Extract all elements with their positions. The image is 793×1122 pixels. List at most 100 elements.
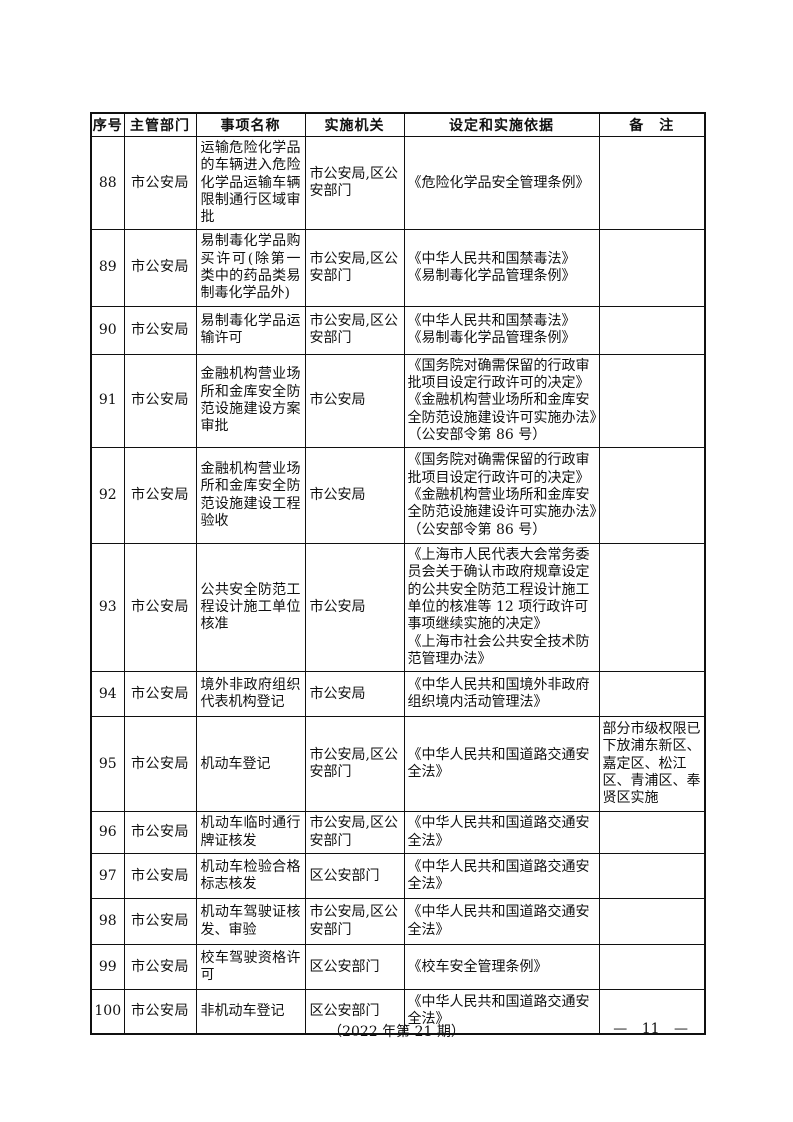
table-row: 92 市公安局 金融机构营业场所和金库安全防范设施建设工程验收 市公安局 《国务院对确需… [90, 447, 706, 545]
basis-citation: 《中华人民共和国禁毒法》 [407, 312, 576, 329]
cell-agency: 市公安局,区公安部门 [304, 716, 405, 813]
basis-citation: 《中华人民共和国道路交通安全法》 [407, 815, 590, 849]
cell-item-name: 境外非政府组织代表机构登记 [195, 671, 306, 718]
cell-item-name: 金融机构营业场所和金库安全防范设施建设工程验收 [195, 447, 306, 545]
basis-citation: 《易制毒化学品管理条例》 [407, 330, 576, 347]
cell-item-name: 机动车驾驶证核发、审验 [195, 898, 306, 946]
col-header-seq-no: 序号 [90, 112, 125, 137]
col-header-basis: 设定和实施依据 [403, 112, 600, 137]
cell-remark [598, 305, 706, 355]
cell-item-name: 易制毒化学品购买许可(除第一类中的药品类易制毒化学品外) [195, 229, 306, 307]
cell-seq-no: 88 [90, 135, 125, 231]
cell-dept: 市公安局 [123, 989, 197, 1035]
basis-citation: 《中华人民共和国禁毒法》 [407, 250, 576, 267]
cell-seq-no: 96 [90, 811, 125, 855]
cell-remark [598, 671, 706, 718]
table-row: 96 市公安局 机动车临时通行牌证核发 市公安局,区公安部门 《中华人民共和国道路交通安… [90, 811, 706, 855]
cell-remark: 部分市级权限已下放浦东新区、嘉定区、松江区、青浦区、奉贤区实施 [598, 716, 706, 813]
basis-citation: 《金融机构营业场所和金库安全防范设施建设许可实施办法》 [407, 487, 599, 521]
footer-issue-label: （2022 年第 21 期） [328, 1024, 465, 1040]
table-row: 95 市公安局 机动车登记 市公安局,区公安部门 《中华人民共和国道路交通安全法》 部分市… [90, 716, 706, 813]
cell-agency: 市公安局 [304, 447, 405, 545]
cell-basis: 《中华人民共和国禁毒法》 《易制毒化学品管理条例》 [403, 229, 600, 307]
cell-basis: 《中华人民共和国道路交通安全法》 [403, 811, 600, 855]
cell-agency: 市公安局,区公安部门 [304, 229, 405, 307]
cell-seq-no: 89 [90, 229, 125, 307]
basis-citation: 《中华人民共和国道路交通安全法》 [407, 746, 590, 781]
table-row: 93 市公安局 公共安全防范工程设计施工单位核准 市公安局 《上海市人民代表大会常务委员… [90, 543, 706, 673]
basis-citation: 《中华人民共和国道路交通安全法》 [407, 904, 590, 938]
cell-item-name: 机动车登记 [195, 716, 306, 813]
cell-item-name: 机动车检验合格标志核发 [195, 853, 306, 900]
cell-basis: 《中华人民共和国道路交通安全法》 [403, 989, 600, 1035]
basis-citation: 《上海市人民代表大会常务委员会关于确认市政府规章设定的公共安全防范工程设计施工单… [407, 547, 590, 633]
table-row: 90 市公安局 易制毒化学品运输许可 市公安局,区公安部门 《中华人民共和国禁毒法》 《易… [90, 305, 706, 355]
cell-dept: 市公安局 [123, 543, 197, 673]
cell-agency: 区公安部门 [304, 989, 405, 1035]
cell-remark [598, 543, 706, 673]
cell-remark [598, 353, 706, 449]
cell-agency: 区公安部门 [304, 944, 405, 991]
cell-remark [598, 944, 706, 991]
cell-basis: 《国务院对确需保留的行政审批项目设定行政许可的决定》 《金融机构营业场所和金库安全… [403, 353, 600, 449]
basis-citation: 《国务院对确需保留的行政审批项目设定行政许可的决定》 [407, 452, 590, 486]
basis-citation: 《金融机构营业场所和金库安全防范设施建设许可实施办法》 [407, 392, 599, 426]
cell-item-name: 公共安全防范工程设计施工单位核准 [195, 543, 306, 673]
cell-dept: 市公安局 [123, 447, 197, 545]
cell-dept: 市公安局 [123, 135, 197, 231]
cell-dept: 市公安局 [123, 853, 197, 900]
basis-citation: 《国务院对确需保留的行政审批项目设定行政许可的决定》 [407, 357, 590, 391]
basis-citation: 《中华人民共和国境外非政府组织境内活动管理法》 [407, 676, 590, 711]
cell-item-name: 机动车临时通行牌证核发 [195, 811, 306, 855]
cell-basis: 《危险化学品安全管理条例》 [403, 135, 600, 231]
cell-remark [598, 229, 706, 307]
cell-item-name: 运输危险化学品的车辆进入危险化学品运输车辆限制通行区域审批 [195, 135, 306, 231]
cell-remark [598, 898, 706, 946]
cell-seq-no: 90 [90, 305, 125, 355]
col-header-item: 事项名称 [195, 112, 306, 137]
cell-agency: 市公安局 [304, 543, 405, 673]
cell-agency: 市公安局,区公安部门 [304, 305, 405, 355]
col-header-remark: 备 注 [598, 112, 706, 137]
cell-seq-no: 91 [90, 353, 125, 449]
table-row: 98 市公安局 机动车驾驶证核发、审验 市公安局,区公安部门 《中华人民共和国道路交通安… [90, 898, 706, 946]
cell-seq-no: 94 [90, 671, 125, 718]
cell-remark [598, 989, 706, 1035]
cell-dept: 市公安局 [123, 944, 197, 991]
table-row: 100 市公安局 非机动车登记 区公安部门 《中华人民共和国道路交通安全法》 [90, 989, 706, 1035]
cell-seq-no: 98 [90, 898, 125, 946]
cell-dept: 市公安局 [123, 305, 197, 355]
header-row: 序号 主管部门 事项名称 实施机关 设定和实施依据 备 注 [90, 112, 706, 137]
cell-basis: 《中华人民共和国道路交通安全法》 [403, 898, 600, 946]
cell-seq-no: 100 [90, 989, 125, 1035]
cell-dept: 市公安局 [123, 716, 197, 813]
cell-agency: 市公安局 [304, 671, 405, 718]
table-row: 88 市公安局 运输危险化学品的车辆进入危险化学品运输车辆限制通行区域审批 市公安局,… [90, 135, 706, 231]
basis-citation: 《危险化学品安全管理条例》 [407, 174, 590, 191]
basis-citation: （公安部令第 86 号） [407, 521, 547, 538]
table-row: 97 市公安局 机动车检验合格标志核发 区公安部门 《中华人民共和国道路交通安全法》 [90, 853, 706, 900]
table-row: 91 市公安局 金融机构营业场所和金库安全防范设施建设方案审批 市公安局 《国务院对确需… [90, 353, 706, 449]
table-body: 88 市公安局 运输危险化学品的车辆进入危险化学品运输车辆限制通行区域审批 市公安局,… [90, 135, 706, 1035]
cell-basis: 《校车安全管理条例》 [403, 944, 600, 991]
cell-dept: 市公安局 [123, 671, 197, 718]
footer-page-number: — 11 — [613, 1021, 688, 1037]
cell-seq-no: 99 [90, 944, 125, 991]
table-row: 99 市公安局 校车驾驶资格许可 区公安部门 《校车安全管理条例》 [90, 944, 706, 991]
col-header-agency: 实施机关 [304, 112, 405, 137]
cell-basis: 《国务院对确需保留的行政审批项目设定行政许可的决定》 《金融机构营业场所和金库安全… [403, 447, 600, 545]
cell-dept: 市公安局 [123, 353, 197, 449]
cell-dept: 市公安局 [123, 898, 197, 946]
table-row: 89 市公安局 易制毒化学品购买许可(除第一类中的药品类易制毒化学品外) 市公安局,区… [90, 229, 706, 307]
table-row: 94 市公安局 境外非政府组织代表机构登记 市公安局 《中华人民共和国境外非政府组织境内… [90, 671, 706, 718]
cell-basis: 《中华人民共和国道路交通安全法》 [403, 716, 600, 813]
col-header-dept: 主管部门 [123, 112, 197, 137]
basis-citation: 《中华人民共和国道路交通安全法》 [407, 994, 590, 1028]
cell-agency: 市公安局,区公安部门 [304, 811, 405, 855]
cell-item-name: 金融机构营业场所和金库安全防范设施建设方案审批 [195, 353, 306, 449]
permits-table: 序号 主管部门 事项名称 实施机关 设定和实施依据 备 注 88 市公安局 运输危险… [90, 112, 706, 1035]
cell-remark [598, 853, 706, 900]
cell-item-name: 校车驾驶资格许可 [195, 944, 306, 991]
cell-seq-no: 93 [90, 543, 125, 673]
